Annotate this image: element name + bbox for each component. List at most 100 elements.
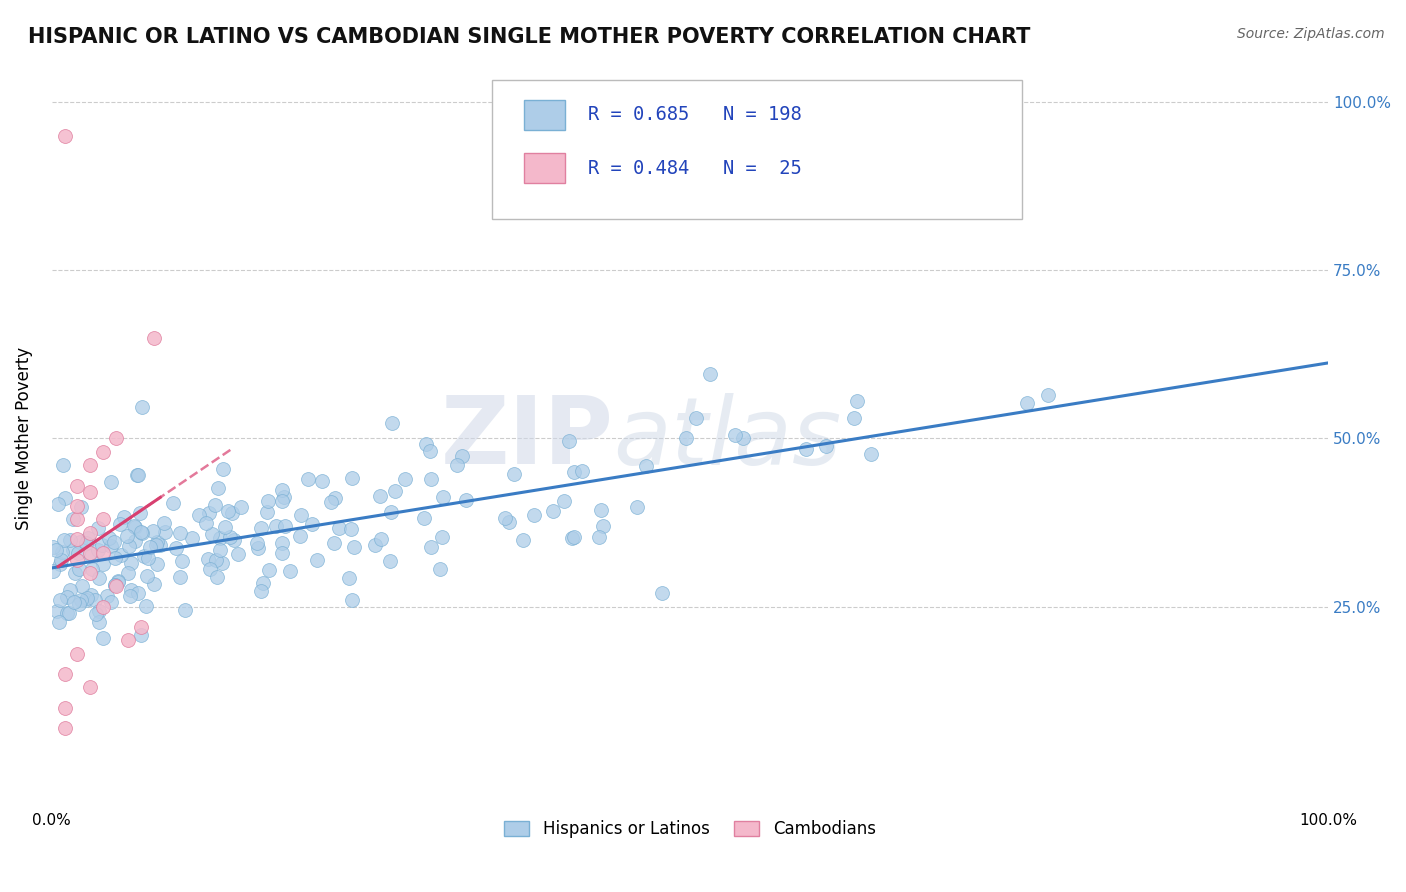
Point: [558, 434, 581, 449]
Point: [127, 467, 149, 482]
Point: [104, 578, 127, 592]
Point: [420, 472, 443, 486]
Point: [432, 531, 454, 545]
Point: [49, 592, 72, 607]
Point: [553, 493, 575, 508]
Point: [337, 571, 360, 585]
Point: [66, 478, 89, 492]
Point: [135, 568, 157, 582]
Point: [62, 543, 84, 558]
Point: [733, 431, 755, 445]
Point: [370, 489, 392, 503]
Point: [146, 557, 169, 571]
Point: [131, 628, 153, 642]
Point: [117, 566, 139, 580]
Point: [55, 491, 77, 506]
Point: [564, 465, 586, 479]
Point: [222, 533, 245, 547]
Point: [66, 533, 89, 547]
Point: [394, 472, 416, 486]
Point: [153, 524, 176, 539]
Point: [129, 524, 152, 539]
Point: [53, 667, 76, 681]
Point: [120, 590, 142, 604]
Point: [104, 578, 127, 592]
Point: [323, 491, 346, 506]
Point: [420, 540, 443, 554]
Point: [180, 532, 202, 546]
Point: [62, 512, 84, 526]
Point: [87, 542, 110, 557]
Point: [432, 490, 454, 504]
Point: [124, 520, 146, 534]
Point: [380, 505, 402, 519]
Point: [626, 500, 648, 515]
Point: [588, 530, 610, 544]
Point: [494, 510, 516, 524]
Point: [59, 533, 82, 548]
Point: [75, 592, 97, 607]
Point: [860, 447, 883, 461]
Point: [311, 474, 333, 488]
Point: [46, 497, 69, 511]
Point: [845, 394, 868, 409]
Point: [136, 550, 159, 565]
Point: [76, 591, 98, 606]
Point: [413, 510, 436, 524]
Text: Source: ZipAtlas.com: Source: ZipAtlas.com: [1237, 27, 1385, 41]
Point: [90, 538, 112, 552]
Point: [63, 595, 86, 609]
Point: [153, 516, 176, 530]
Point: [208, 543, 231, 558]
Point: [170, 554, 193, 568]
Point: [104, 551, 127, 566]
Point: [370, 532, 392, 546]
Point: [48, 615, 70, 629]
Point: [165, 541, 187, 555]
Point: [91, 631, 114, 645]
Point: [58, 606, 80, 620]
Point: [301, 517, 323, 532]
Point: [79, 525, 101, 540]
Point: [204, 498, 226, 512]
Point: [66, 499, 89, 513]
Point: [51, 552, 73, 566]
Point: [132, 549, 155, 563]
Point: [66, 552, 89, 566]
Point: [1036, 388, 1059, 402]
Point: [229, 500, 252, 514]
Point: [162, 496, 184, 510]
Point: [69, 535, 91, 549]
Point: [815, 439, 838, 453]
Point: [104, 579, 127, 593]
Point: [82, 562, 104, 576]
Point: [257, 564, 280, 578]
Point: [139, 541, 162, 555]
Point: [319, 494, 342, 508]
Point: [271, 536, 294, 550]
Point: [512, 533, 534, 547]
Point: [197, 552, 219, 566]
Point: [98, 531, 121, 545]
Point: [79, 485, 101, 500]
Point: [83, 593, 105, 607]
Point: [794, 442, 817, 456]
Point: [127, 468, 149, 483]
Point: [699, 368, 721, 382]
Point: [844, 411, 866, 425]
Point: [79, 546, 101, 560]
Point: [271, 494, 294, 508]
Point: [207, 481, 229, 495]
Point: [107, 574, 129, 589]
Point: [456, 493, 478, 508]
Point: [120, 556, 142, 570]
Point: [562, 530, 585, 544]
Point: [45, 543, 67, 558]
Point: [675, 431, 697, 445]
Point: [45, 604, 67, 618]
Point: [288, 529, 311, 543]
Point: [364, 538, 387, 552]
Point: [100, 595, 122, 609]
Text: HISPANIC OR LATINO VS CAMBODIAN SINGLE MOTHER POVERTY CORRELATION CHART: HISPANIC OR LATINO VS CAMBODIAN SINGLE M…: [28, 27, 1031, 46]
Text: ZIP: ZIP: [440, 392, 613, 484]
